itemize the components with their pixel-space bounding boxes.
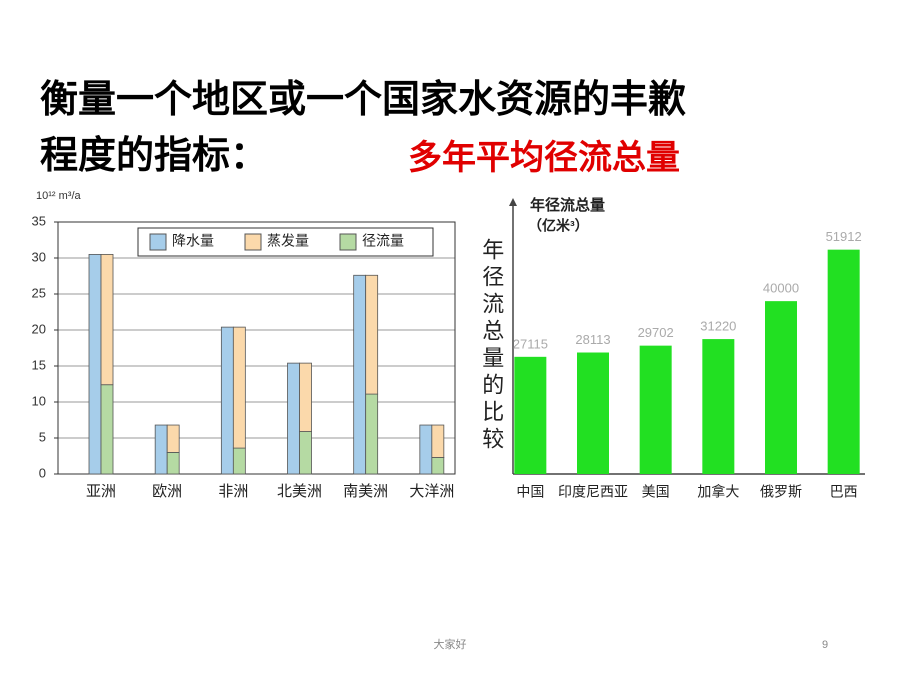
bar-segment	[100, 253, 114, 386]
x-tick-label: 亚洲	[86, 483, 116, 500]
legend-swatch	[339, 233, 357, 251]
axis-arrow	[509, 198, 517, 206]
page-number: 9	[822, 639, 828, 651]
legend-swatch	[149, 233, 167, 251]
bar-segment	[232, 447, 246, 475]
legend-label: 蒸发量	[267, 233, 309, 249]
bar-segment	[232, 326, 246, 449]
y-tick-label: 0	[39, 465, 46, 480]
bar	[639, 345, 672, 474]
bar-segment	[88, 253, 102, 475]
legend-label: 降水量	[172, 233, 214, 249]
y-tick-label: 10	[32, 393, 46, 408]
value-label: 40000	[763, 281, 799, 296]
x-tick-label: 南美洲	[343, 483, 388, 500]
bar-segment	[365, 274, 379, 395]
value-label: 29702	[638, 325, 674, 340]
bar-segment	[220, 326, 234, 475]
bar-segment	[287, 362, 300, 475]
bar-segment	[100, 384, 114, 475]
x-tick-label: 美国	[642, 484, 670, 500]
x-tick-label: 非洲	[218, 483, 248, 500]
bar-segment	[154, 424, 168, 475]
side-label: 年径流总量的比较	[479, 238, 504, 454]
x-tick-label: 中国	[516, 484, 544, 500]
y-axis-label: 10¹² m³/a	[36, 190, 82, 202]
x-tick-label: 北美洲	[277, 483, 322, 500]
bar-segment	[431, 424, 445, 458]
y-axis-label: 年径流总量	[530, 196, 605, 214]
footer: 大家好	[434, 637, 467, 651]
title-line2: 程度的指标：	[40, 135, 268, 177]
bar	[514, 356, 547, 474]
bar-segment	[166, 451, 180, 475]
bar-segment	[299, 431, 312, 475]
value-label: 28113	[575, 332, 610, 347]
y-tick-label: 20	[32, 321, 46, 336]
x-tick-label: 大洋洲	[409, 483, 454, 500]
legend-swatch	[244, 233, 262, 251]
highlight: 多年平均径流总量	[408, 139, 680, 177]
legend-box	[137, 227, 434, 257]
y-tick-label: 30	[32, 249, 46, 264]
bar-segment	[299, 362, 312, 432]
bar	[577, 352, 609, 474]
x-tick-label: 印度尼西亚	[558, 484, 628, 500]
bar	[765, 301, 797, 474]
x-tick-label: 巴西	[830, 484, 858, 500]
value-label: 27115	[513, 336, 548, 351]
bar-segment	[166, 424, 180, 453]
title-line1: 衡量一个地区或一个国家水资源的丰歉	[40, 79, 686, 121]
bar-segment	[431, 457, 445, 475]
x-tick-label: 俄罗斯	[760, 484, 802, 500]
y-tick-label: 25	[32, 285, 46, 300]
y-tick-label: 15	[32, 357, 46, 372]
bar-segment	[365, 393, 379, 475]
x-tick-label: 加拿大	[697, 484, 739, 500]
plot-frame	[57, 221, 456, 475]
value-label: 31220	[700, 319, 736, 334]
legend-label: 径流量	[362, 233, 404, 249]
bar	[827, 249, 860, 474]
y-axis-unit: （亿米³）	[528, 218, 589, 234]
bar-segment	[353, 274, 367, 475]
bar-segment	[419, 424, 433, 475]
x-tick-label: 欧洲	[152, 483, 182, 500]
bar	[702, 339, 735, 474]
y-tick-label: 5	[39, 429, 46, 444]
value-label: 51912	[826, 229, 862, 244]
y-tick-label: 35	[32, 213, 46, 228]
